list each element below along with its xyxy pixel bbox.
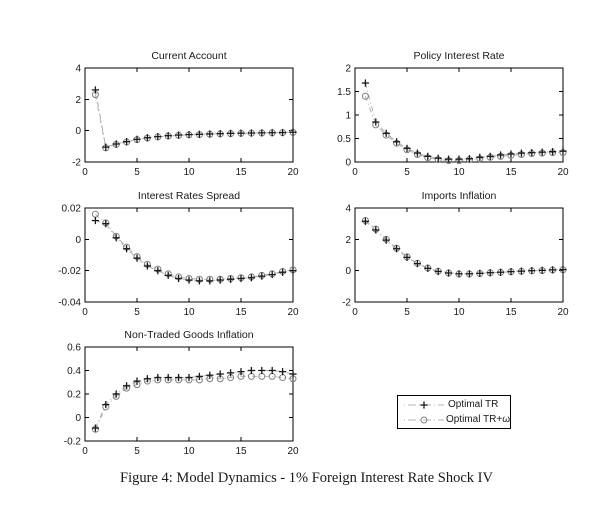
figure-caption: Figure 4: Model Dynamics - 1% Foreign In… bbox=[120, 470, 493, 486]
chart-title: Non-Traded Goods Inflation bbox=[124, 329, 254, 341]
axes-box bbox=[354, 207, 564, 303]
circle-marker-line-icon bbox=[404, 416, 444, 423]
chart-title: Current Account bbox=[151, 50, 227, 62]
y-tick-label: 0.4 bbox=[67, 366, 81, 377]
x-tick-label: 5 bbox=[134, 446, 140, 457]
x-tick-label: 0 bbox=[82, 307, 88, 318]
y-tick-label: 1 bbox=[345, 111, 351, 122]
series-line bbox=[365, 220, 564, 275]
x-tick-label: 10 bbox=[453, 167, 465, 178]
plot-area-interest-rates-spread: 0 5 10 15 20 -0.04 -0.02 0 0.02 bbox=[58, 204, 299, 319]
y-tick-label: 0.6 bbox=[67, 343, 81, 354]
y-tick-label: 2 bbox=[345, 64, 351, 75]
chart-title: Interest Rates Spread bbox=[137, 190, 241, 202]
y-tick-label: -2 bbox=[72, 158, 81, 169]
series-line bbox=[94, 89, 294, 148]
y-tick-label: 0 bbox=[75, 235, 81, 246]
series-line bbox=[94, 375, 294, 430]
y-tick-label: 0 bbox=[75, 126, 81, 137]
axes-box bbox=[354, 67, 564, 163]
chart-nontraded-goods-inflation: Non-Traded Goods Inflation 0 5 10 15 20 -0.2 0… bbox=[40, 327, 308, 467]
x-tick-label: 10 bbox=[453, 307, 465, 318]
series-line bbox=[95, 213, 294, 280]
y-tick-label: 0.2 bbox=[67, 390, 81, 401]
x-tick-label: 0 bbox=[82, 446, 88, 457]
axes-box bbox=[84, 207, 294, 303]
x-tick-label: 20 bbox=[557, 307, 569, 318]
legend-entry-optimal-tr: Optimal TR bbox=[402, 397, 510, 412]
plot-area-nontraded-goods-inflation: 0 5 10 15 20-0.200.20.40.6 bbox=[64, 343, 299, 458]
chart-title: Policy Interest Rate bbox=[413, 50, 505, 62]
x-tick-label: 10 bbox=[183, 307, 195, 318]
y-tick-label: 0 bbox=[345, 158, 351, 169]
x-tick-label: 20 bbox=[287, 446, 299, 457]
legend-label: Optimal TR bbox=[448, 399, 499, 410]
y-tick-label: 4 bbox=[345, 204, 351, 215]
x-tick-label: 15 bbox=[505, 167, 517, 178]
y-tick-label: -2 bbox=[342, 298, 351, 309]
x-tick-label: 0 bbox=[352, 307, 358, 318]
legend-label: Optimal TR+ω bbox=[445, 414, 510, 425]
chart-policy-interest-rate: Policy Interest Rate 0 5 10 15 20 0 0.5 1 1.5 2 bbox=[310, 48, 578, 188]
y-tick-label: -0.2 bbox=[64, 437, 82, 448]
legend-entry-optimal-tr-omega: Optimal TR+ω bbox=[402, 412, 510, 427]
x-tick-label: 0 bbox=[352, 167, 358, 178]
x-tick-label: 20 bbox=[557, 167, 569, 178]
plot-area-policy-interest-rate: 0 5 10 15 20 0 0.5 1 1.5 2 bbox=[337, 64, 569, 179]
y-tick-label: 4 bbox=[75, 64, 81, 75]
x-tick-label: 5 bbox=[134, 307, 140, 318]
series-line bbox=[94, 94, 294, 149]
x-tick-label: 15 bbox=[235, 446, 247, 457]
y-tick-label: 0.02 bbox=[62, 204, 82, 215]
y-tick-label: 0 bbox=[345, 266, 351, 277]
y-tick-label: 2 bbox=[75, 95, 81, 106]
chart-imports-inflation: Imports Inflation 0 5 10 15 20 -2 0 2 4 bbox=[310, 188, 578, 328]
x-tick-label: 15 bbox=[505, 307, 517, 318]
y-tick-label: -0.04 bbox=[58, 298, 81, 309]
y-tick-label: 1.5 bbox=[337, 87, 351, 98]
x-tick-label: 10 bbox=[183, 446, 195, 457]
x-tick-label: 20 bbox=[287, 307, 299, 318]
chart-current-account: Current Account 0 5 10 15 20 -2 0 2 4 bbox=[40, 48, 308, 188]
plus-marker-line-icon bbox=[404, 400, 444, 409]
x-tick-label: 0 bbox=[82, 167, 88, 178]
x-tick-label: 20 bbox=[287, 167, 299, 178]
chart-interest-rates-spread: Interest Rates Spread 0 5 10 15 20 -0.04 -0.02… bbox=[40, 188, 308, 328]
y-tick-label: 0.5 bbox=[337, 134, 351, 145]
series-line bbox=[95, 220, 294, 282]
y-tick-label: 0 bbox=[75, 413, 81, 424]
x-tick-label: 5 bbox=[404, 307, 410, 318]
x-tick-label: 10 bbox=[183, 167, 195, 178]
x-tick-label: 5 bbox=[134, 167, 140, 178]
series-line bbox=[364, 96, 563, 162]
series-line bbox=[364, 82, 564, 160]
legend-box: Optimal TR Optimal TR+ω bbox=[397, 395, 511, 429]
x-tick-label: 5 bbox=[404, 167, 410, 178]
x-tick-label: 15 bbox=[235, 307, 247, 318]
y-tick-label: -0.02 bbox=[58, 266, 81, 277]
x-tick-label: 15 bbox=[235, 167, 247, 178]
y-tick-label: 2 bbox=[345, 235, 351, 246]
chart-title: Imports Inflation bbox=[421, 190, 497, 202]
